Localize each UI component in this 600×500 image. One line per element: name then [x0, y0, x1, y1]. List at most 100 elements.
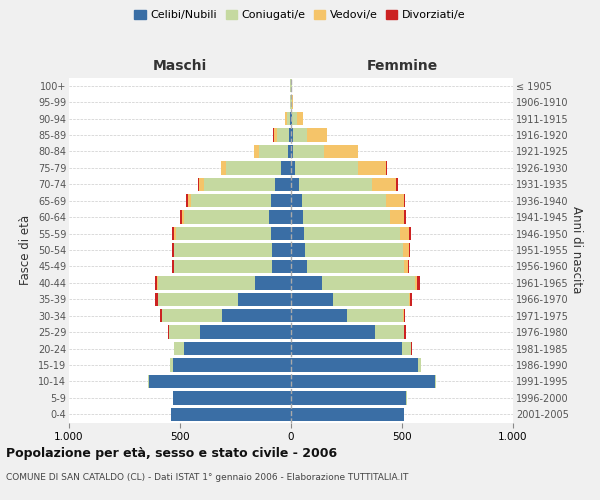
Y-axis label: Fasce di età: Fasce di età [19, 215, 32, 285]
Bar [182, 210, 184, 224]
Bar [254, 144, 259, 158]
Bar [302, 194, 386, 207]
Bar [397, 178, 398, 191]
Bar [174, 260, 175, 273]
Bar [287, 144, 291, 158]
Bar [372, 178, 397, 191]
Bar [173, 244, 175, 256]
Bar [168, 326, 169, 339]
Bar [200, 326, 291, 339]
Bar [292, 112, 296, 126]
Bar [307, 260, 404, 273]
Bar [191, 194, 271, 207]
Bar [291, 342, 402, 355]
Bar [170, 358, 173, 372]
Y-axis label: Anni di nascita: Anni di nascita [569, 206, 583, 294]
Bar [291, 260, 307, 273]
Bar [295, 161, 358, 174]
Bar [277, 128, 289, 141]
Bar [188, 194, 191, 207]
Text: Femmine: Femmine [367, 58, 437, 72]
Bar [296, 112, 303, 126]
Bar [304, 227, 400, 240]
Bar [175, 342, 184, 355]
Bar [199, 178, 205, 191]
Bar [158, 276, 256, 289]
Bar [274, 128, 277, 141]
Bar [400, 227, 409, 240]
Bar [256, 276, 291, 289]
Text: COMUNE DI SAN CATALDO (CL) - Dati ISTAT 1° gennaio 2006 - Elaborazione TUTTITALI: COMUNE DI SAN CATALDO (CL) - Dati ISTAT … [6, 472, 409, 482]
Bar [291, 374, 436, 388]
Bar [293, 144, 325, 158]
Bar [291, 227, 304, 240]
Bar [172, 244, 173, 256]
Text: Popolazione per età, sesso e stato civile - 2006: Popolazione per età, sesso e stato civil… [6, 448, 337, 460]
Bar [205, 178, 275, 191]
Bar [291, 178, 299, 191]
Bar [358, 161, 386, 174]
Bar [291, 244, 305, 256]
Bar [404, 260, 407, 273]
Bar [402, 342, 411, 355]
Bar [186, 194, 188, 207]
Bar [390, 210, 404, 224]
Bar [404, 309, 406, 322]
Bar [409, 244, 410, 256]
Bar [299, 178, 372, 191]
Bar [271, 194, 291, 207]
Bar [407, 260, 409, 273]
Bar [291, 309, 347, 322]
Bar [289, 128, 291, 141]
Bar [292, 96, 293, 109]
Bar [173, 391, 291, 404]
Bar [403, 244, 409, 256]
Bar [333, 292, 409, 306]
Bar [409, 292, 410, 306]
Bar [291, 326, 376, 339]
Bar [271, 227, 291, 240]
Bar [291, 358, 418, 372]
Bar [291, 276, 322, 289]
Bar [162, 309, 222, 322]
Bar [291, 144, 293, 158]
Bar [175, 260, 272, 273]
Bar [184, 210, 269, 224]
Bar [386, 194, 404, 207]
Bar [404, 210, 406, 224]
Bar [272, 260, 291, 273]
Bar [291, 112, 292, 126]
Bar [418, 358, 421, 372]
Bar [287, 112, 290, 126]
Bar [410, 292, 412, 306]
Bar [155, 292, 158, 306]
Bar [404, 326, 406, 339]
Bar [347, 309, 403, 322]
Bar [222, 309, 291, 322]
Bar [409, 227, 411, 240]
Bar [269, 210, 291, 224]
Bar [291, 391, 406, 404]
Bar [172, 260, 174, 273]
Bar [148, 374, 149, 388]
Bar [275, 178, 291, 191]
Bar [291, 408, 404, 421]
Bar [221, 161, 226, 174]
Bar [169, 326, 200, 339]
Bar [286, 112, 287, 126]
Bar [293, 128, 307, 141]
Bar [291, 210, 303, 224]
Bar [415, 276, 417, 289]
Bar [172, 227, 175, 240]
Legend: Celibi/Nubili, Coniugati/e, Vedovi/e, Divorziati/e: Celibi/Nubili, Coniugati/e, Vedovi/e, Di… [130, 6, 470, 25]
Bar [175, 227, 176, 240]
Bar [198, 178, 199, 191]
Bar [158, 292, 238, 306]
Bar [303, 210, 390, 224]
Bar [376, 326, 404, 339]
Bar [180, 210, 182, 224]
Bar [404, 194, 406, 207]
Bar [272, 244, 291, 256]
Bar [160, 309, 162, 322]
Bar [305, 244, 403, 256]
